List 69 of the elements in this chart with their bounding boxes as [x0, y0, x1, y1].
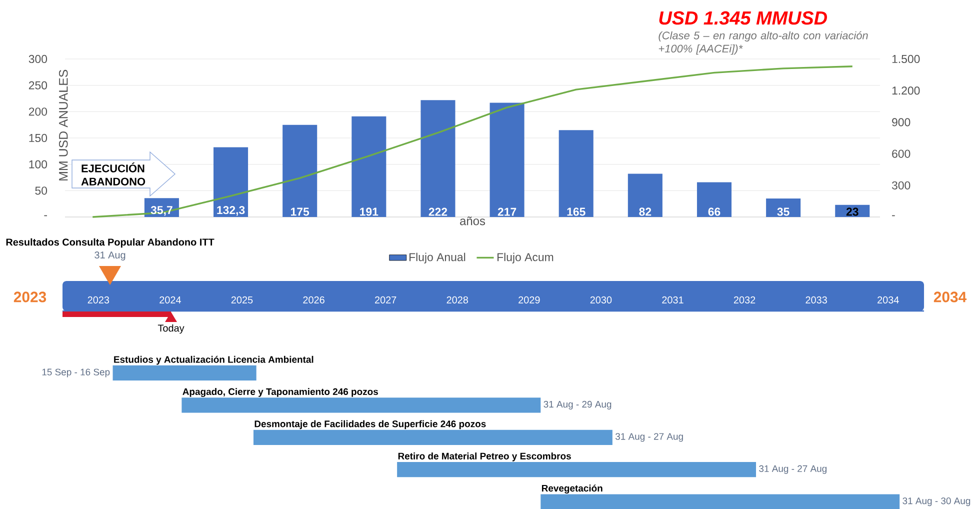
x-tick-label: 2025 — [231, 296, 253, 304]
bar — [490, 102, 524, 217]
data-label: 175 — [291, 208, 310, 216]
text: Today — [158, 324, 184, 334]
y-tick-label: 200 — [28, 108, 48, 116]
data-label: 82 — [639, 208, 652, 216]
data-label: 217 — [498, 208, 516, 216]
y-tick-label: Apagado, Cierre y Taponamiento 246 pozos — [182, 388, 378, 397]
bar — [696, 182, 732, 217]
bar — [397, 462, 756, 478]
x-tick-label: 2031 — [662, 296, 684, 304]
x-tick-label: 2027 — [374, 296, 396, 304]
x-tick-label: 2032 — [734, 296, 756, 304]
x-tick-label: 2030 — [590, 296, 612, 304]
y-tick-label: Estudios y Actualización Licencia Ambiental — [114, 356, 314, 365]
bar — [420, 100, 456, 217]
y-tick-label: 150 — [29, 134, 48, 142]
data-label: 132,3 — [217, 206, 245, 216]
bar — [766, 198, 801, 217]
bar — [352, 116, 386, 217]
chart-title: USD 1.345 MMUSD — [659, 11, 827, 25]
annotation: 31 Aug - 27 Aug — [615, 433, 683, 442]
y-tick-label: 300 — [28, 54, 48, 64]
annotation: EJECUCIÓN ABANDONO — [81, 162, 146, 186]
bar — [214, 147, 248, 217]
y-axis-title: MM USD ANUALES — [58, 70, 68, 180]
x-tick-label: 2026 — [303, 296, 324, 304]
legend-label: Flujo Acum — [498, 252, 554, 264]
data-label: 191 — [360, 208, 378, 216]
chart-subtitle: (Clase 5 – en rango alto-alto con variación +100% [AACEi])* — [658, 31, 868, 55]
bar — [558, 130, 594, 217]
data-label: 35 — [777, 208, 790, 216]
data-label: 66 — [708, 208, 720, 216]
data-label: 23 — [846, 208, 858, 216]
annotation: 31 Aug - 27 Aug — [759, 465, 826, 474]
y-tick-label: 100 — [29, 160, 48, 168]
y2-tick-label: - — [892, 215, 895, 216]
bar — [182, 398, 541, 413]
text: 31 Aug — [94, 251, 126, 260]
bar — [112, 365, 256, 381]
y-tick-label: - — [44, 215, 47, 216]
x-tick-label: 2033 — [806, 296, 827, 304]
data-label: 222 — [428, 208, 448, 216]
x-tick-label: 2023 — [88, 296, 110, 304]
x-tick-label: 2024 — [160, 296, 181, 304]
x-tick-label: 2034 — [878, 296, 899, 304]
bar — [540, 494, 900, 509]
y2-tick-label: 900 — [892, 118, 910, 126]
bar — [253, 430, 612, 445]
annotation: 31 Aug - 29 Aug — [544, 400, 612, 410]
y2-tick-label: 300 — [892, 181, 910, 190]
data-label: 165 — [567, 208, 586, 216]
text: Resultados Consulta Popular Abandono ITT — [6, 238, 214, 248]
x-tick-label: 2028 — [446, 296, 468, 304]
y-tick-label: Revegetación — [542, 484, 602, 494]
legend-label: Flujo Anual — [409, 252, 466, 264]
y-tick-label: 250 — [28, 81, 48, 90]
y2-tick-label: 1.500 — [892, 54, 920, 64]
y2-tick-label: 1.200 — [892, 86, 920, 95]
y-tick-label: Retiro de Material Petreo y Escombros — [398, 452, 571, 462]
x-axis-title: años — [460, 216, 486, 226]
bar — [282, 124, 318, 217]
y-tick-label: 50 — [35, 186, 48, 195]
bar — [628, 174, 662, 217]
y-tick-label: Desmontaje de Facilidades de Superficie 246 pozos — [254, 420, 486, 430]
annotation: 15 Sep - 16 Sep — [42, 368, 110, 378]
annotation: 31 Aug - 30 Aug — [902, 497, 970, 506]
x-tick-label: 2029 — [518, 296, 540, 304]
y2-tick-label: 600 — [892, 150, 910, 158]
